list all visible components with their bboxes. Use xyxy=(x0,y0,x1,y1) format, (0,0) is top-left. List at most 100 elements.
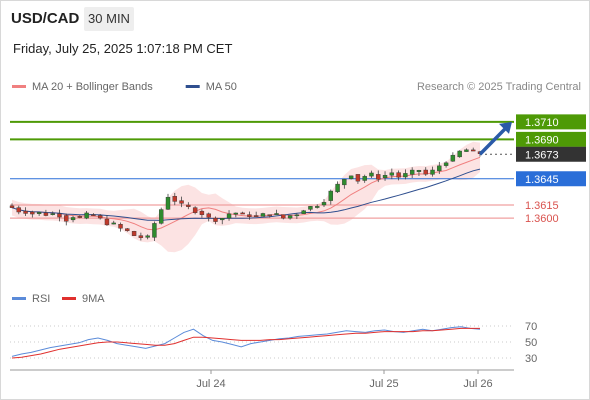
candle-body-33 xyxy=(233,212,239,215)
candle-body-12 xyxy=(91,214,96,217)
candle-body-62 xyxy=(430,169,435,175)
candle-body-68 xyxy=(471,149,476,152)
level-tag-1.3710 xyxy=(516,114,586,130)
level-label-1.3645: 1.3645 xyxy=(525,174,559,186)
candle-body-32 xyxy=(226,213,232,219)
candle-body-56 xyxy=(389,172,395,176)
level-label-1.3600: 1.3600 xyxy=(525,213,559,225)
symbol-title: USD/CAD xyxy=(11,10,80,27)
candle-body-27 xyxy=(192,207,198,213)
candle-body-13 xyxy=(97,215,103,219)
candle-body-48 xyxy=(335,183,340,193)
candle-body-3 xyxy=(30,211,35,215)
candle-body-21 xyxy=(152,223,157,238)
x-tick-label-2: Jul 26 xyxy=(463,378,492,390)
rsi-legend-label-0: RSI xyxy=(32,293,50,305)
ma50-line xyxy=(11,168,481,221)
candle-body-14 xyxy=(104,218,110,226)
projection-arrow-head xyxy=(499,121,512,134)
legend-label-0: MA 20 + Bollinger Bands xyxy=(32,81,153,93)
rsi-tick-70: 70 xyxy=(525,321,537,333)
legend-label-1: MA 50 xyxy=(206,81,237,93)
candle-body-6 xyxy=(50,213,55,215)
candle-body-54 xyxy=(376,174,381,180)
candle-body-39 xyxy=(274,213,279,215)
candle-body-58 xyxy=(403,173,408,178)
rsi-tick-50: 50 xyxy=(525,337,537,349)
candle-body-23 xyxy=(165,196,171,210)
candle-body-64 xyxy=(443,162,449,166)
candle-body-16 xyxy=(118,224,123,229)
candle-body-67 xyxy=(464,149,469,152)
candle-body-53 xyxy=(369,172,374,177)
timeframe-badge[interactable]: 30 MIN xyxy=(84,7,134,31)
candle-body-10 xyxy=(77,216,83,218)
candle-body-35 xyxy=(247,214,252,217)
candle-body-4 xyxy=(36,212,42,214)
candle-body-2 xyxy=(23,210,28,214)
x-tick-label-1: Jul 25 xyxy=(369,378,398,390)
level-tag-1.3673 xyxy=(516,146,586,162)
rsi-series-9MA xyxy=(11,327,480,359)
candle-body-49 xyxy=(342,179,347,186)
candle-body-15 xyxy=(111,222,116,225)
rsi-tick-30: 30 xyxy=(525,353,537,365)
rsi-legend-label-1: 9MA xyxy=(82,293,105,305)
credit-text: Research © 2025 Trading Central xyxy=(417,81,581,93)
candle-body-9 xyxy=(70,217,76,221)
candle-body-52 xyxy=(362,176,367,181)
candle-body-47 xyxy=(328,190,333,201)
chart-header: USD/CAD 30 MIN xyxy=(0,0,590,38)
candle-body-50 xyxy=(348,175,354,179)
candle-body-22 xyxy=(159,209,164,224)
candle-body-36 xyxy=(253,215,259,217)
candle-body-1 xyxy=(16,207,21,213)
level-label-1.3690: 1.3690 xyxy=(525,134,559,146)
rsi-series-RSI xyxy=(11,326,481,357)
level-tag-1.3690 xyxy=(516,131,586,147)
candle-body-44 xyxy=(308,206,313,210)
ma20-line xyxy=(11,156,481,231)
candle-body-17 xyxy=(125,228,130,231)
chart-timestamp: Friday, July 25, 2025 1:07:18 PM CET xyxy=(13,41,233,56)
candle-body-7 xyxy=(57,213,62,218)
candle-body-18 xyxy=(131,231,137,236)
candle-body-51 xyxy=(355,174,361,182)
candle-body-65 xyxy=(450,154,456,162)
candle-body-28 xyxy=(199,210,205,215)
level-label-1.3673: 1.3673 xyxy=(525,149,559,161)
candle-body-46 xyxy=(321,202,327,206)
bollinger-band xyxy=(12,141,480,253)
level-tag-1.3645 xyxy=(516,171,586,187)
candle-body-45 xyxy=(315,206,320,208)
legend-swatch-1 xyxy=(185,85,200,88)
projection-arrow-line xyxy=(478,126,508,156)
candle-body-59 xyxy=(409,169,415,175)
candle-body-25 xyxy=(179,200,184,204)
candle-body-34 xyxy=(240,212,245,215)
candle-body-31 xyxy=(220,218,225,221)
x-tick-label-0: Jul 24 xyxy=(196,378,225,390)
candle-body-30 xyxy=(213,217,218,222)
level-label-1.3710: 1.3710 xyxy=(525,117,559,129)
candle-body-60 xyxy=(416,170,422,172)
candle-body-24 xyxy=(172,196,177,202)
candle-body-26 xyxy=(186,204,191,207)
candle-body-0 xyxy=(9,205,15,208)
candle-body-43 xyxy=(301,210,306,214)
candle-body-42 xyxy=(294,214,300,217)
level-label-1.3615: 1.3615 xyxy=(525,200,559,212)
candle-body-63 xyxy=(437,165,442,172)
candle-body-41 xyxy=(287,215,293,219)
candle-body-61 xyxy=(423,169,428,175)
candle-body-29 xyxy=(206,213,211,218)
candle-body-38 xyxy=(267,214,272,217)
candle-body-55 xyxy=(382,175,388,179)
rsi-legend-swatch-1 xyxy=(62,297,76,300)
candle-body-57 xyxy=(396,172,401,178)
candle-body-37 xyxy=(260,213,266,217)
candle-body-11 xyxy=(84,212,89,219)
candle-body-40 xyxy=(281,214,286,219)
candle-body-20 xyxy=(145,235,150,238)
